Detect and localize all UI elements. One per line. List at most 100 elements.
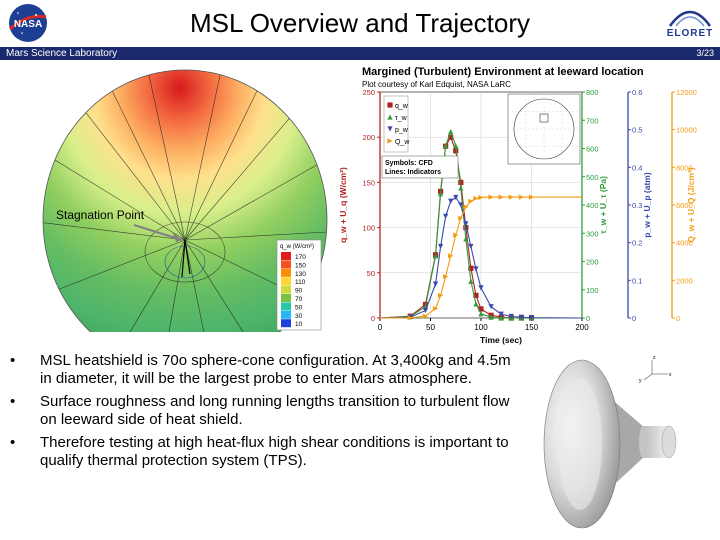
y-tick-label: 0.6 — [632, 90, 642, 97]
y-tick-label: 4000 — [676, 239, 693, 248]
legend-title: q_w (W/cm²) — [280, 244, 314, 250]
legend-level-label: 10 — [295, 321, 303, 328]
y-tick-label: 800 — [586, 90, 599, 97]
trajectory-chart: 0 50 100 150 200 Time (sec) 0 50 100 150 200 250 q_w… — [338, 88, 720, 348]
legend-label: Q_w — [395, 139, 410, 146]
bullet-item: • Therefore testing at high heat-flux hi… — [8, 434, 513, 470]
data-point — [498, 194, 504, 200]
legend-swatch — [281, 260, 291, 269]
data-point — [478, 285, 484, 291]
y-tick-label: 12000 — [676, 90, 697, 97]
x-tick-label: 0 — [378, 323, 383, 332]
legend-level-label: 150 — [295, 262, 306, 269]
data-point — [473, 301, 479, 307]
eloret-logo: ELORET — [664, 4, 716, 46]
data-point — [443, 273, 449, 280]
legend-swatch — [281, 302, 291, 311]
legend-level-label: 50 — [295, 304, 303, 311]
data-point — [478, 194, 484, 201]
data-point — [528, 315, 535, 321]
data-point — [448, 128, 454, 135]
legend-level-label: 170 — [295, 254, 306, 261]
data-point — [432, 281, 439, 287]
legend-level-label: 70 — [295, 296, 303, 303]
bullet-item: • MSL heatshield is 70o sphere-cone conf… — [8, 352, 513, 388]
data-point — [432, 253, 439, 259]
data-point — [518, 314, 524, 320]
legend-swatch — [281, 285, 291, 294]
data-point — [463, 204, 469, 210]
bullet-item: • Surface roughness and long running len… — [8, 393, 513, 429]
y-tick-label: 300 — [586, 229, 599, 238]
data-point — [448, 253, 454, 259]
legend-swatch — [281, 268, 291, 277]
data-point — [463, 236, 469, 242]
bullet-list: • MSL heatshield is 70o sphere-cone conf… — [8, 352, 513, 475]
nasa-logo-text: NASA — [14, 19, 42, 30]
data-point — [468, 278, 474, 284]
legend-marker — [387, 102, 393, 108]
data-point — [488, 194, 494, 200]
data-point — [453, 232, 459, 238]
legend-level-label: 110 — [295, 279, 306, 286]
data-point — [448, 198, 454, 204]
data-point — [498, 311, 504, 317]
data-point — [438, 243, 444, 250]
y-tick-label: 0 — [371, 314, 375, 323]
data-point — [478, 311, 484, 317]
y-tick-label: 100 — [362, 224, 375, 233]
y-tick-label: 0 — [586, 314, 590, 323]
bullet-text: Surface roughness and long running lengt… — [40, 393, 510, 428]
y-axis-label: p_w + U_p (atm) — [642, 172, 652, 238]
data-point — [438, 292, 444, 298]
legend-marker — [387, 138, 393, 144]
data-point — [518, 194, 524, 200]
x-tick-label: 150 — [525, 323, 539, 332]
x-tick-label: 100 — [474, 323, 488, 332]
data-point — [432, 305, 439, 312]
legend-swatch — [281, 252, 291, 260]
x-tick-label: 50 — [426, 323, 435, 332]
y-tick-label: 0.1 — [632, 276, 642, 285]
data-point — [453, 143, 459, 149]
y-tick-label: 100 — [586, 286, 599, 295]
legend-label: q_w — [395, 103, 409, 110]
y-tick-label: 6000 — [676, 201, 693, 210]
y-tick-label: 200 — [362, 133, 375, 142]
legend-label: τ_w — [395, 115, 408, 122]
y-axis-label: q_w + U_q (W/cm²) — [338, 167, 348, 243]
y-tick-label: 250 — [362, 90, 375, 97]
axis-label-z: z — [653, 355, 656, 361]
data-point — [473, 292, 479, 298]
page-title: MSL Overview and Trajectory — [189, 8, 531, 38]
y-tick-label: 500 — [586, 173, 599, 182]
bullet-text: MSL heatshield is 70o sphere-cone config… — [40, 352, 511, 387]
legend-label: p_w — [395, 127, 409, 134]
data-point — [443, 143, 449, 149]
data-point — [488, 314, 494, 320]
legend-level-label: 90 — [295, 288, 303, 295]
data-point — [508, 194, 514, 200]
stagnation-point-label: Stagnation Point — [56, 208, 145, 222]
legend-marker — [387, 114, 393, 120]
subtitle-mars-science-laboratory: Mars Science Laboratory — [6, 48, 118, 59]
y-tick-label: 150 — [362, 178, 375, 187]
y-axis-label: Q_w + U_Q (J/cm²) — [686, 167, 696, 243]
y-tick-label: 0 — [632, 314, 636, 323]
chart-title: Margined (Turbulent) Environment at leew… — [362, 66, 644, 78]
y-tick-label: 600 — [586, 145, 599, 154]
data-point — [498, 315, 504, 321]
data-point — [448, 134, 454, 140]
data-point — [438, 191, 444, 197]
legend-swatch — [281, 319, 291, 328]
data-point — [473, 266, 479, 272]
data-point — [458, 179, 464, 185]
heatshield-cone-figure: z x y — [520, 348, 715, 536]
legend-marker — [387, 126, 393, 132]
data-point — [528, 194, 535, 200]
data-point — [407, 315, 413, 321]
y-tick-label: 200 — [586, 258, 599, 267]
symbols-note-box — [381, 155, 459, 179]
y-tick-label: 0.5 — [632, 126, 642, 135]
